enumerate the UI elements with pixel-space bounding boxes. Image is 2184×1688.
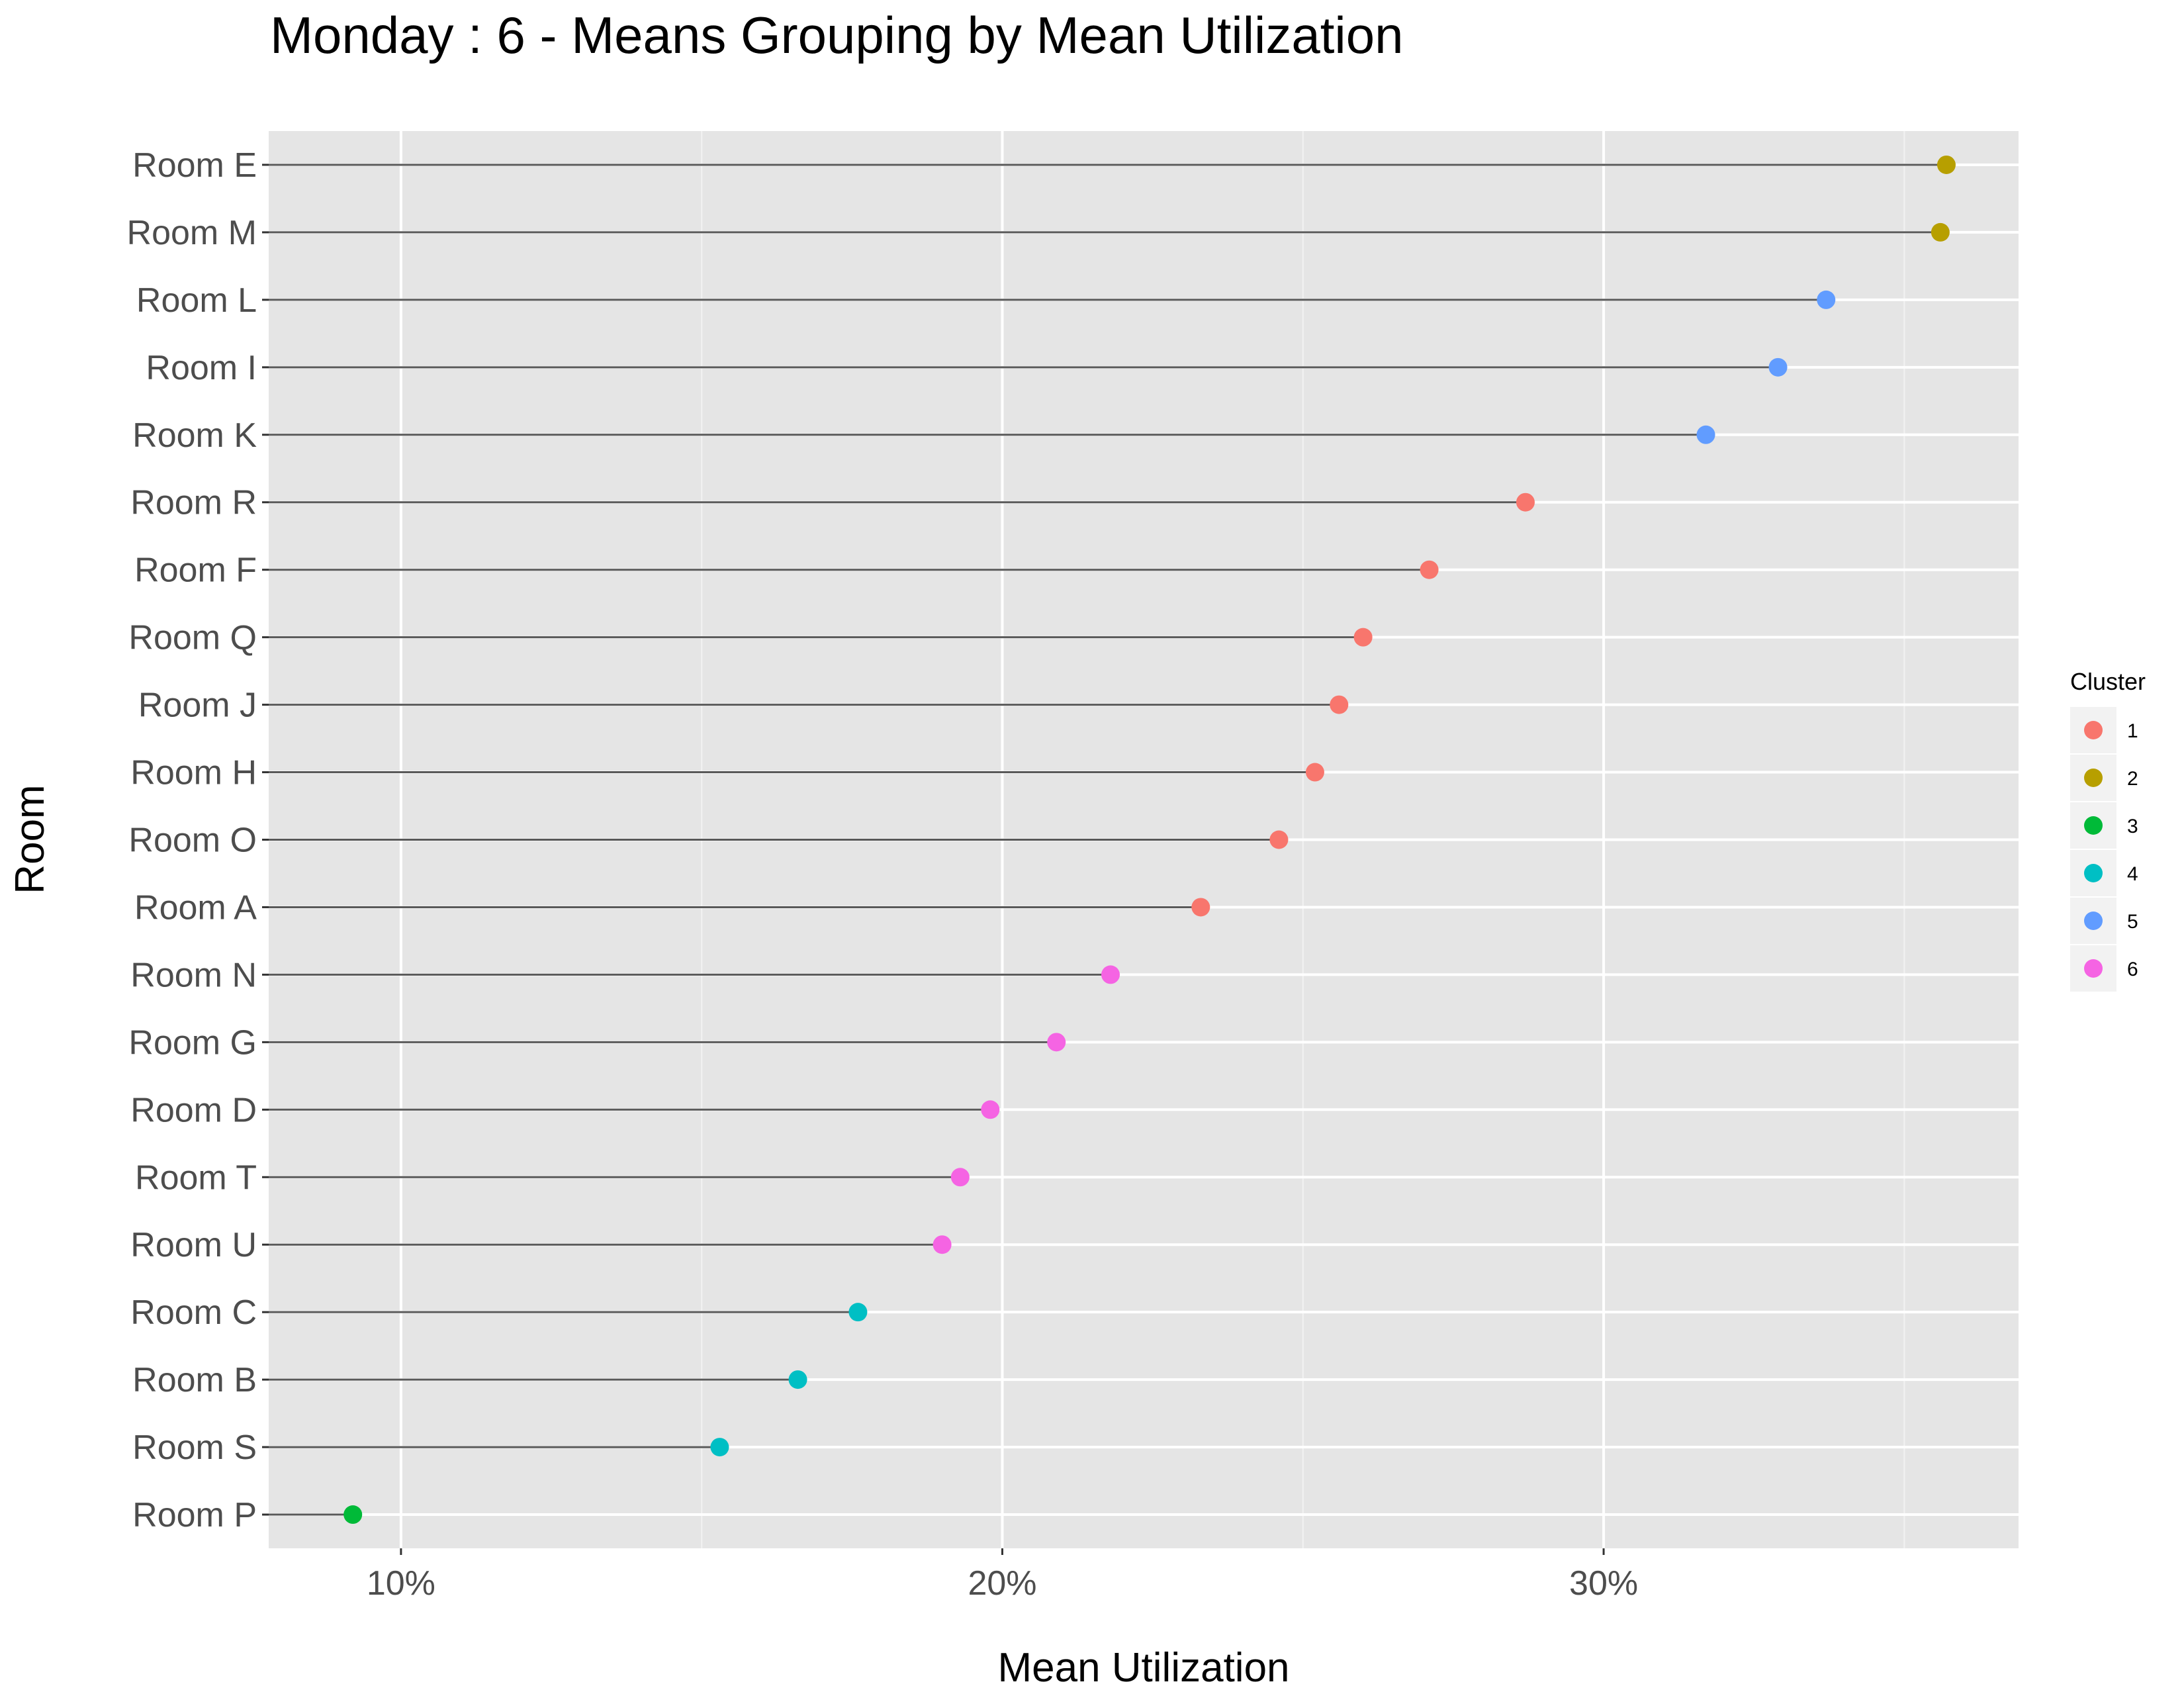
y-tick-label: Room I	[146, 349, 257, 387]
data-points	[343, 155, 1956, 1524]
y-tick-label: Room B	[132, 1361, 257, 1399]
data-point	[1269, 830, 1289, 849]
data-point	[1931, 222, 1950, 242]
y-tick-label: Room F	[134, 551, 257, 590]
y-tick-label: Room G	[128, 1023, 257, 1062]
data-point	[1191, 898, 1210, 917]
legend-swatch	[2084, 769, 2103, 787]
x-axis: 10% 20% 30%	[367, 1548, 1638, 1603]
legend-swatch	[2084, 816, 2103, 835]
legend-label: 1	[2127, 720, 2138, 742]
y-tick-label: Room T	[135, 1158, 257, 1197]
y-tick-label: Room J	[138, 686, 257, 725]
legend-title: Cluster	[2070, 668, 2146, 695]
legend: Cluster 1 2 3 4 5 6	[2070, 668, 2146, 992]
y-tick-label: Room R	[130, 484, 257, 522]
data-point	[1330, 695, 1349, 714]
data-point	[343, 1505, 363, 1524]
y-tick-label: Room C	[130, 1293, 257, 1332]
x-tick-label: 10%	[367, 1564, 435, 1603]
legend-swatch	[2084, 959, 2103, 978]
data-point	[1047, 1033, 1066, 1052]
y-tick-label: Room O	[128, 821, 257, 860]
y-tick-label: Room P	[132, 1496, 257, 1534]
y-tick-label: Room S	[132, 1429, 257, 1467]
y-tick-label: Room K	[132, 416, 257, 455]
legend-swatch	[2084, 912, 2103, 930]
y-tick-label: Room N	[130, 956, 257, 994]
x-tick-label: 20%	[968, 1564, 1036, 1603]
y-tick-label: Room U	[130, 1226, 257, 1264]
data-point	[1817, 290, 1836, 309]
y-tick-label: Room A	[134, 888, 257, 927]
data-point	[1936, 155, 1956, 174]
data-point	[1516, 492, 1535, 512]
legend-swatch	[2084, 721, 2103, 739]
legend-swatch	[2084, 864, 2103, 882]
y-tick-label: Room M	[127, 214, 257, 252]
x-tick-label: 30%	[1569, 1564, 1638, 1603]
data-point	[1420, 560, 1439, 579]
data-point	[1768, 357, 1788, 377]
y-axis: Room E Room M Room L Room I Room K Room R Room…	[127, 146, 269, 1534]
lollipop-stems	[269, 164, 1946, 1516]
y-tick-label: Room E	[132, 146, 257, 185]
data-point	[1696, 425, 1715, 444]
chart-title: Monday : 6 - Means Grouping by Mean Util…	[270, 6, 1404, 64]
data-point	[710, 1438, 729, 1457]
x-axis-title: Mean Utilization	[997, 1645, 1289, 1688]
data-point	[788, 1370, 807, 1389]
y-axis-title: Room	[7, 784, 53, 894]
legend-label: 5	[2127, 911, 2138, 933]
legend-label: 4	[2127, 863, 2138, 885]
y-tick-label: Room D	[130, 1091, 257, 1129]
y-tick-label: Room L	[136, 281, 257, 320]
data-point	[1305, 763, 1324, 782]
data-point	[1101, 965, 1120, 984]
data-point	[848, 1303, 868, 1322]
data-point	[1353, 628, 1373, 647]
legend-label: 2	[2127, 768, 2138, 790]
data-point	[950, 1168, 970, 1187]
y-tick-label: Room Q	[128, 619, 257, 657]
data-point	[933, 1235, 952, 1254]
y-tick-label: Room H	[130, 754, 257, 792]
legend-label: 6	[2127, 959, 2138, 980]
data-point	[981, 1100, 1000, 1119]
legend-label: 3	[2127, 816, 2138, 837]
